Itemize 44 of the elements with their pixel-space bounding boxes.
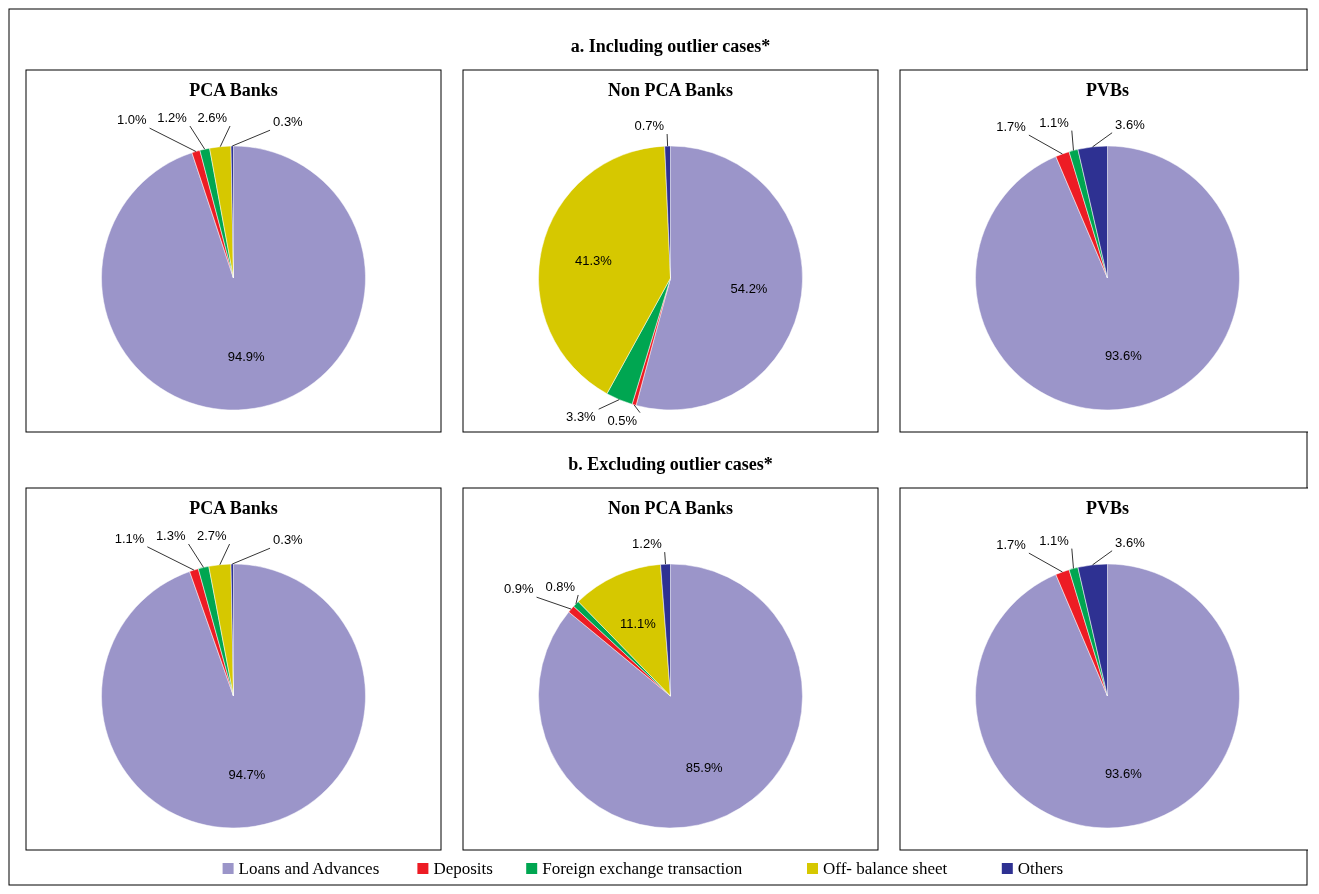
data-label: 94.9% — [227, 348, 265, 364]
data-label: 1.7% — [996, 537, 1027, 553]
data-label: 0.9% — [503, 581, 535, 597]
data-label: 1.2% — [632, 536, 663, 552]
data-label: 0.8% — [545, 578, 576, 594]
data-label: 1.0% — [116, 112, 148, 128]
data-label: 2.7% — [196, 528, 228, 543]
data-label: 0.7% — [634, 118, 665, 134]
data-label: 2.6% — [197, 110, 228, 125]
data-label: 1.3% — [155, 528, 186, 543]
data-label: 1.1% — [114, 530, 145, 546]
chart-title: PCA Banks — [189, 80, 278, 100]
data-label: 3.6% — [1115, 534, 1146, 550]
data-label: 93.6% — [1104, 766, 1143, 782]
pie-slice — [101, 145, 366, 411]
pie-slice — [101, 563, 366, 829]
chart-subtitle: a. Including outlier cases* — [570, 36, 771, 56]
data-label: 0.5% — [607, 412, 638, 428]
chart-title: Non PCA Banks — [607, 498, 734, 518]
legend-label: Off- balance sheet — [823, 859, 948, 878]
data-label: 41.3% — [574, 252, 613, 268]
chart-title: PVBs — [1085, 498, 1130, 518]
chart-title: PCA Banks — [189, 498, 278, 518]
legend-label: Others — [1017, 859, 1064, 878]
data-label: 54.2% — [730, 280, 768, 296]
data-label: 0.3% — [273, 532, 304, 548]
data-label: 1.1% — [1039, 114, 1070, 130]
chart-title: PVBs — [1085, 80, 1130, 100]
data-label: 11.1% — [619, 616, 657, 632]
chart-subtitle: b. Excluding outlier cases* — [568, 454, 773, 474]
data-label: 0.3% — [273, 114, 304, 130]
legend-label: Foreign exchange transaction — [542, 859, 743, 878]
data-label: 1.7% — [996, 119, 1027, 135]
data-label: 85.9% — [685, 760, 724, 776]
legend-label: Loans and Advances — [238, 859, 380, 878]
data-label: 1.2% — [157, 110, 188, 125]
data-label: 3.3% — [566, 409, 597, 425]
data-label: 93.6% — [1104, 348, 1143, 364]
data-label: 94.7% — [228, 766, 266, 782]
legend-label: Deposits — [433, 859, 493, 878]
data-label: 3.6% — [1115, 116, 1146, 132]
pie-slice — [538, 563, 803, 829]
data-label: 1.1% — [1039, 532, 1070, 548]
chart-title: Non PCA Banks — [607, 80, 734, 100]
